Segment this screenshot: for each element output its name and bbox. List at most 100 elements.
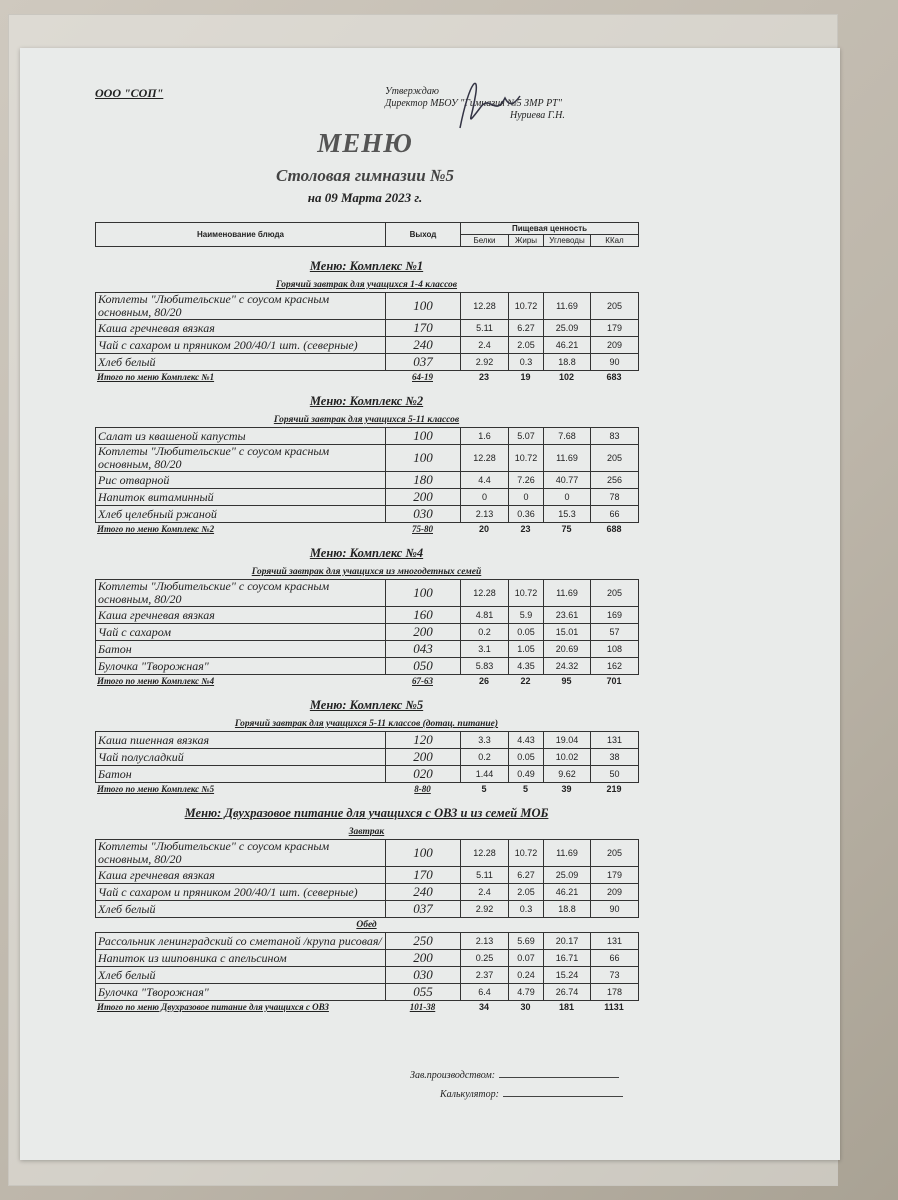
total-cell: 39 <box>561 783 572 794</box>
total-cell: 1131 <box>604 1001 624 1012</box>
group-subtitle: Горячий завтрак для учащихся 5-11 классо… <box>273 415 460 425</box>
cell: 1.05 <box>508 640 544 658</box>
dish-name: Хлеб белый <box>95 966 386 984</box>
total-label: Итого по меню Комплекс №2 <box>97 523 215 534</box>
dish-name: Котлеты "Любительские" с соусом красным … <box>95 292 386 320</box>
dish-row: Хлеб целебный ржаной 030 2.13 0.36 15.3 66 <box>95 505 639 523</box>
cell: 055 <box>385 983 461 1001</box>
cell: 5.83 <box>460 657 509 675</box>
calculator-line: Калькулятор: <box>410 1085 623 1104</box>
dish-row: Каша гречневая вязкая 160 4.81 5.9 23.61 169 <box>95 606 639 624</box>
cell: 0.49 <box>508 765 544 783</box>
header-cell: Выход <box>385 222 461 247</box>
cell: 6.27 <box>508 319 544 337</box>
cell: 209 <box>590 336 639 354</box>
cell: 5.11 <box>460 866 509 884</box>
cell: 120 <box>385 731 461 749</box>
menu-table: Котлеты "Любительские" с соусом красным … <box>95 292 639 371</box>
total-row: Итого по меню Комплекс №5 8-80 5 5 39 219 <box>95 783 638 794</box>
dish-row: Каша гречневая вязкая 170 5.11 6.27 25.09 179 <box>95 866 639 884</box>
group-subtitle: Обед <box>356 920 377 930</box>
total-cell: 26 <box>478 675 489 686</box>
menu-table: Салат из квашеной капусты 100 1.6 5.07 7.68 8… <box>95 427 639 523</box>
cell: 108 <box>590 640 639 658</box>
cell: 3.3 <box>460 731 509 749</box>
dish-row: Котлеты "Любительские" с соусом красным … <box>95 292 639 320</box>
dish-row: Хлеб белый 037 2.92 0.3 18.8 90 <box>95 900 639 918</box>
cell: 030 <box>385 966 461 984</box>
cell: 169 <box>590 606 639 624</box>
dish-name: Чай полусладкий <box>95 748 386 766</box>
dish-name: Булочка "Творожная" <box>95 983 386 1001</box>
document: ООО "СОП" Утверждаю Директор МБОУ "Гимна… <box>20 48 840 1160</box>
dish-name: Напиток из шиповника с апельсином <box>95 949 386 967</box>
doc-subtitle: Столовая гимназии №5 <box>275 166 455 185</box>
cell: 73 <box>590 966 639 984</box>
header-cell: Белки <box>460 234 509 247</box>
dish-row: Рассольник ленинградский со сметаной /кр… <box>95 932 639 950</box>
group-subtitle: Горячий завтрак для учащихся из многодет… <box>251 567 482 577</box>
cell: 240 <box>385 883 461 901</box>
dish-name: Котлеты "Любительские" с соусом красным … <box>95 444 386 472</box>
signer: Нуриева Г.Н. <box>385 110 565 122</box>
cell: 2.13 <box>460 505 509 523</box>
dish-name: Рис отварной <box>95 471 386 489</box>
total-cell: 67-63 <box>412 675 433 686</box>
dish-name: Каша гречневая вязкая <box>95 606 386 624</box>
cell: 100 <box>385 292 461 320</box>
cell: 12.28 <box>460 444 509 472</box>
cell: 66 <box>590 505 639 523</box>
total-cell: 101-38 <box>409 1001 436 1012</box>
cell: 4.4 <box>460 471 509 489</box>
cell: 100 <box>385 839 461 867</box>
header-row: Белки Жиры Углеводы ККал <box>96 234 639 247</box>
total-cell: 219 <box>606 783 622 794</box>
doc-title: МЕНЮ <box>317 128 413 158</box>
dish-name: Салат из квашеной капусты <box>95 427 386 445</box>
total-cell: 23 <box>478 371 489 382</box>
cell: 043 <box>385 640 461 658</box>
cell: 0.05 <box>508 748 544 766</box>
cell: 66 <box>590 949 639 967</box>
total-row: Итого по меню Комплекс №1 64-19 23 19 102 683 <box>95 371 638 382</box>
total-label: Итого по меню Комплекс №5 <box>97 783 215 794</box>
cell: 26.74 <box>543 983 591 1001</box>
cell: 18.8 <box>543 353 591 371</box>
total-row: Итого по меню Комплекс №2 75-80 20 23 75 688 <box>95 523 638 534</box>
dish-row: Чай полусладкий 200 0.2 0.05 10.02 38 <box>95 748 639 766</box>
cell: 7.68 <box>543 427 591 445</box>
dish-row: Рис отварной 180 4.4 7.26 40.77 256 <box>95 471 639 489</box>
dish-row: Напиток из шиповника с апельсином 200 0.25… <box>95 949 639 967</box>
dish-name: Каша гречневая вязкая <box>95 866 386 884</box>
total-cell: 701 <box>606 675 622 686</box>
total-table: Итого по меню Комплекс №1 64-19 23 19 102 683 <box>95 371 638 382</box>
cell: 0.3 <box>508 900 544 918</box>
cell: 10.72 <box>508 579 544 607</box>
total-table: Итого по меню Комплекс №4 67-63 26 22 95 701 <box>95 675 638 686</box>
section-title: Меню: Комплекс №2 <box>309 394 424 408</box>
cell: 25.09 <box>543 866 591 884</box>
menu-table: Каша пшенная вязкая 120 3.3 4.43 19.04 131 Чай… <box>95 731 639 783</box>
total-cell: 688 <box>606 523 622 534</box>
menu-table: Рассольник ленинградский со сметаной /кр… <box>95 932 639 1001</box>
cell: 250 <box>385 932 461 950</box>
cell: 2.4 <box>460 883 509 901</box>
cell: 15.3 <box>543 505 591 523</box>
cell: 100 <box>385 427 461 445</box>
dish-name: Булочка "Творожная" <box>95 657 386 675</box>
cell: 2.13 <box>460 932 509 950</box>
cell: 0.25 <box>460 949 509 967</box>
dish-name: Батон <box>95 765 386 783</box>
header-cell: ККал <box>590 234 639 247</box>
dish-name: Каша пшенная вязкая <box>95 731 386 749</box>
cell: 240 <box>385 336 461 354</box>
cell: 0.2 <box>460 748 509 766</box>
cell: 9.62 <box>543 765 591 783</box>
cell: 46.21 <box>543 336 591 354</box>
line <box>499 1077 620 1078</box>
cell: 4.79 <box>508 983 544 1001</box>
cell: 2.05 <box>508 336 544 354</box>
total-row: Итого по меню Двухразовое питание для уч… <box>95 1001 638 1012</box>
cell: 12.28 <box>460 292 509 320</box>
dish-row: Булочка "Творожная" 050 5.83 4.35 24.32 162 <box>95 657 639 675</box>
